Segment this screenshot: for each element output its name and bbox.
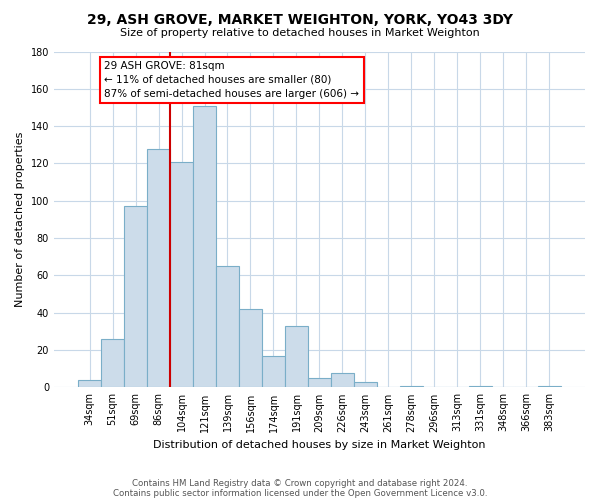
Y-axis label: Number of detached properties: Number of detached properties [15, 132, 25, 307]
Bar [78, 380, 101, 388]
X-axis label: Distribution of detached houses by size in Market Weighton: Distribution of detached houses by size … [153, 440, 486, 450]
Text: Size of property relative to detached houses in Market Weighton: Size of property relative to detached ho… [120, 28, 480, 38]
Bar [538, 386, 561, 388]
Bar [469, 386, 492, 388]
Bar [170, 162, 193, 388]
Bar [101, 339, 124, 388]
Bar [193, 106, 216, 388]
Text: 29 ASH GROVE: 81sqm
← 11% of detached houses are smaller (80)
87% of semi-detach: 29 ASH GROVE: 81sqm ← 11% of detached ho… [104, 61, 359, 99]
Bar [124, 206, 147, 388]
Bar [147, 148, 170, 388]
Bar [285, 326, 308, 388]
Bar [400, 386, 423, 388]
Text: Contains HM Land Registry data © Crown copyright and database right 2024.: Contains HM Land Registry data © Crown c… [132, 478, 468, 488]
Bar [216, 266, 239, 388]
Bar [239, 309, 262, 388]
Bar [331, 372, 354, 388]
Bar [308, 378, 331, 388]
Text: Contains public sector information licensed under the Open Government Licence v3: Contains public sector information licen… [113, 488, 487, 498]
Bar [354, 382, 377, 388]
Text: 29, ASH GROVE, MARKET WEIGHTON, YORK, YO43 3DY: 29, ASH GROVE, MARKET WEIGHTON, YORK, YO… [87, 12, 513, 26]
Bar [262, 356, 285, 388]
